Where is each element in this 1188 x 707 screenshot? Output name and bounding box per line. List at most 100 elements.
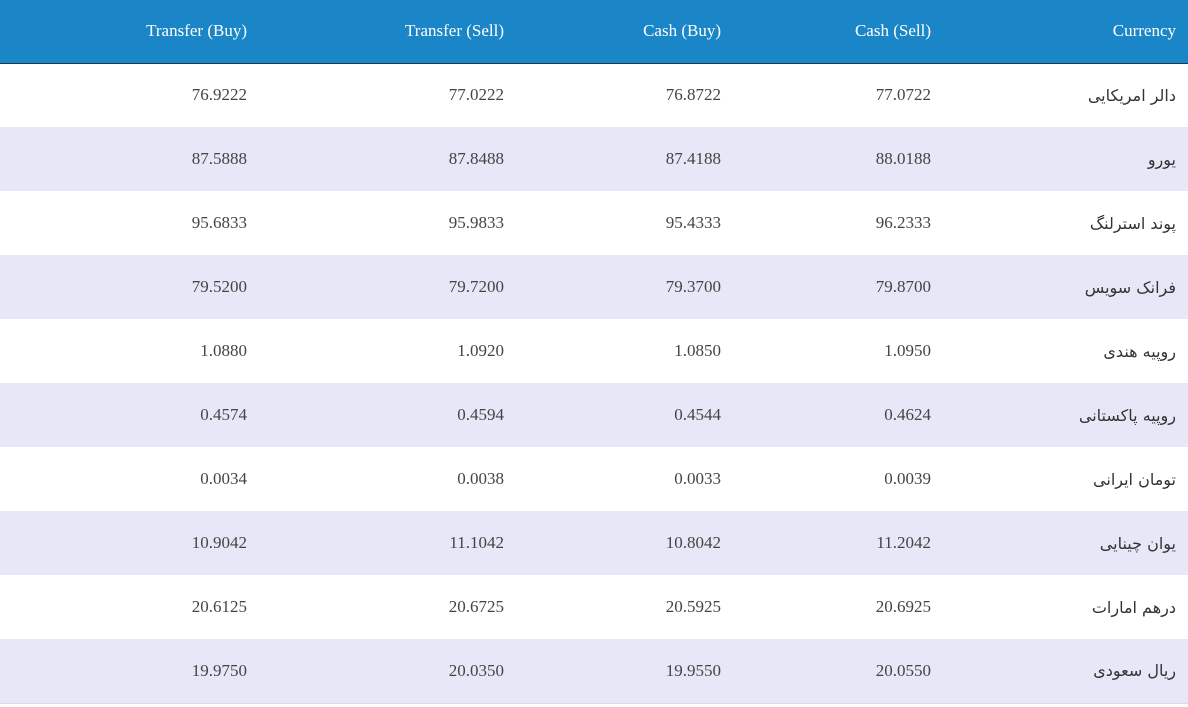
transfer-buy-cell: 19.9750: [0, 639, 247, 704]
transfer-buy-value: 0.4574: [200, 405, 247, 424]
table-row: 0.0034 0.0038 0.0033 0.0039 تومان ایرانی: [0, 447, 1188, 511]
transfer-sell-value: 0.0038: [457, 469, 504, 488]
cash-buy-value: 76.8722: [665, 85, 721, 105]
transfer-sell-value: 95.9833: [448, 213, 504, 232]
transfer-sell-value: 0.4594: [457, 405, 504, 424]
table-row: 79.5200 79.7200 79.3700 79.8700 فرانک سو…: [0, 255, 1188, 319]
cash-sell-cell: 20.0550: [721, 639, 931, 704]
transfer-buy-value: 1.0880: [200, 341, 247, 360]
transfer-sell-cell: 79.7200: [247, 255, 504, 319]
transfer-buy-cell: 20.6125: [0, 575, 247, 639]
transfer-sell-value: 20.6725: [448, 597, 504, 616]
column-header-label: Currency: [1112, 21, 1176, 41]
transfer-buy-value: 20.6125: [191, 597, 247, 616]
transfer-sell-value: 79.7200: [448, 277, 504, 296]
currency-cell: فرانک سویس: [931, 255, 1188, 319]
cash-sell-cell: 88.0188: [721, 127, 931, 191]
transfer-sell-cell: 95.9833: [247, 191, 504, 255]
currency-cell: تومان ایرانی: [931, 447, 1188, 511]
currency-name: یوان چینایی: [1099, 533, 1176, 553]
cash-sell-value: 1.0950: [884, 341, 931, 360]
cash-buy-value: 19.9550: [665, 660, 721, 680]
currency-cell: یوان چینایی: [931, 511, 1188, 575]
transfer-sell-value: 1.0920: [457, 341, 504, 360]
currency-name: یورو: [1147, 149, 1176, 169]
transfer-sell-cell: 1.0920: [247, 319, 504, 383]
cash-buy-cell: 20.5925: [504, 575, 721, 639]
cash-buy-value: 95.4333: [665, 213, 721, 232]
cash-sell-cell: 77.0722: [721, 63, 931, 127]
cash-sell-value: 11.2042: [876, 533, 931, 552]
currency-cell: دالر امریکایی: [931, 63, 1188, 127]
transfer-buy-value: 10.9042: [191, 533, 247, 552]
cash-buy-cell: 87.4188: [504, 127, 721, 191]
cash-sell-value: 96.2333: [875, 213, 931, 232]
table-row: 0.4574 0.4594 0.4544 0.4624 روپیه پاکستا…: [0, 383, 1188, 447]
cash-buy-value: 79.3700: [665, 277, 721, 296]
transfer-sell-cell: 0.4594: [247, 383, 504, 447]
currency-name: تومان ایرانی: [1093, 469, 1176, 489]
table-row: 95.6833 95.9833 95.4333 96.2333 پوند است…: [0, 191, 1188, 255]
transfer-buy-cell: 87.5888: [0, 127, 247, 191]
currency-cell: یورو: [931, 127, 1188, 191]
transfer-sell-cell: 11.1042: [247, 511, 504, 575]
transfer-buy-cell: 95.6833: [0, 191, 247, 255]
cash-buy-cell: 0.4544: [504, 383, 721, 447]
column-header-cash-sell: Cash (Sell): [721, 0, 931, 64]
table-row: 87.5888 87.8488 87.4188 88.0188 یورو: [0, 127, 1188, 191]
column-header-currency: Currency: [931, 0, 1188, 64]
table-row: 76.9222 77.0222 76.8722 77.0722 دالر امر…: [0, 63, 1188, 127]
transfer-buy-cell: 0.4574: [0, 383, 247, 447]
cash-buy-cell: 10.8042: [504, 511, 721, 575]
table-row: 20.6125 20.6725 20.5925 20.6925 درهم اما…: [0, 575, 1188, 639]
currency-cell: روپیه پاکستانی: [931, 383, 1188, 447]
table-row: 19.9750 20.0350 19.9550 20.0550 ریال سعو…: [0, 639, 1188, 704]
cash-sell-cell: 1.0950: [721, 319, 931, 383]
transfer-buy-value: 95.6833: [191, 213, 247, 232]
transfer-buy-cell: 0.0034: [0, 447, 247, 511]
cash-sell-cell: 0.0039: [721, 447, 931, 511]
cash-buy-value: 20.5925: [665, 597, 721, 616]
cash-sell-value: 0.4624: [884, 405, 931, 424]
column-header-label: Cash (Sell): [854, 21, 931, 41]
column-header-label: Cash (Buy): [643, 21, 721, 41]
cash-buy-value: 87.4188: [665, 149, 721, 168]
column-header-cash-buy: Cash (Buy): [504, 0, 721, 64]
currency-name: درهم امارات: [1091, 597, 1176, 617]
cash-buy-value: 1.0850: [674, 341, 721, 360]
cash-sell-cell: 20.6925: [721, 575, 931, 639]
transfer-sell-cell: 77.0222: [247, 63, 504, 127]
transfer-buy-value: 76.9222: [191, 85, 247, 105]
column-header-label: Transfer (Buy): [146, 21, 247, 41]
cash-buy-value: 10.8042: [665, 533, 721, 552]
table-row: 10.9042 11.1042 10.8042 11.2042 یوان چین…: [0, 511, 1188, 575]
cash-sell-cell: 0.4624: [721, 383, 931, 447]
currency-cell: پوند استرلنگ: [931, 191, 1188, 255]
transfer-sell-cell: 20.0350: [247, 639, 504, 704]
column-header-transfer-buy: Transfer (Buy): [0, 0, 247, 64]
header-row: Transfer (Buy) Transfer (Sell) Cash (Buy…: [0, 0, 1188, 64]
transfer-buy-value: 0.0034: [200, 469, 247, 488]
cash-sell-value: 0.0039: [884, 469, 931, 488]
currency-name: دالر امریکایی: [1087, 85, 1176, 105]
cash-sell-value: 88.0188: [875, 149, 931, 168]
cash-sell-cell: 11.2042: [721, 511, 931, 575]
cash-buy-cell: 19.9550: [504, 639, 721, 704]
currency-cell: روپیه هندی: [931, 319, 1188, 383]
transfer-buy-value: 79.5200: [191, 277, 247, 296]
cash-buy-cell: 79.3700: [504, 255, 721, 319]
table-row: 1.0880 1.0920 1.0850 1.0950 روپیه هندی: [0, 319, 1188, 383]
currency-name: فرانک سویس: [1084, 277, 1176, 297]
currency-name: روپیه پاکستانی: [1078, 405, 1176, 425]
cash-buy-cell: 95.4333: [504, 191, 721, 255]
currency-cell: ریال سعودی: [931, 639, 1188, 704]
cash-sell-cell: 79.8700: [721, 255, 931, 319]
table-body: 76.9222 77.0222 76.8722 77.0722 دالر امر…: [0, 63, 1188, 704]
transfer-sell-cell: 20.6725: [247, 575, 504, 639]
transfer-buy-value: 19.9750: [191, 660, 247, 680]
currency-name: پوند استرلنگ: [1089, 213, 1176, 233]
cash-sell-value: 77.0722: [875, 85, 931, 105]
currency-cell: درهم امارات: [931, 575, 1188, 639]
cash-sell-cell: 96.2333: [721, 191, 931, 255]
